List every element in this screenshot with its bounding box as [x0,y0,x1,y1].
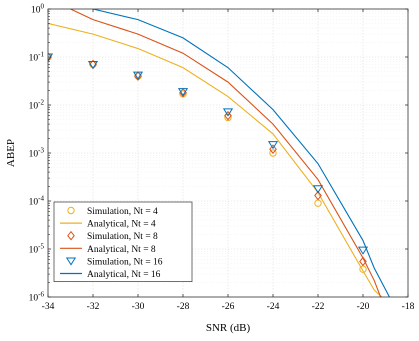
legend-entry: Analytical, Nt = 4 [60,220,156,230]
y-tick-exponent: -2 [38,99,44,107]
series-line [92,9,391,297]
y-tick-exponent: -6 [38,291,44,299]
legend-label: Analytical, Nt = 16 [87,270,161,280]
data-point [48,52,52,62]
y-tick-exponent: -3 [38,147,44,155]
y-tick-exponent: -1 [38,51,44,59]
data-point [48,53,54,62]
series-line [70,9,382,297]
series-line [92,9,391,297]
y-tick-label: 10-1 [29,51,45,64]
series-layer [48,9,391,297]
y-tick-label: 10-2 [29,99,45,112]
legend-box [53,201,193,282]
x-tick-label: -22 [312,302,325,312]
y-tick-label: 100 [31,3,45,16]
y-tick-label: 10-3 [29,147,45,160]
legend-entry: Analytical, Nt = 16 [60,270,161,280]
y-tick-base: 10 [29,54,39,64]
data-point [269,144,277,154]
data-point [269,149,277,157]
legend-label: Simulation, Nt = 16 [87,257,163,267]
x-tick-label: -18 [402,302,415,312]
x-tick-label: -26 [222,302,235,312]
legend-entry: Simulation, Nt = 8 [67,230,158,242]
x-tick-label: -20 [357,302,370,312]
legend: Simulation, Nt = 4 Analytical, Nt = 4 Simu… [53,201,193,282]
data-point [132,71,144,80]
data-point [312,185,324,194]
x-tick-label: -28 [177,302,190,312]
y-tick-label: 10-5 [29,243,45,256]
data-point [267,141,279,150]
x-axis-label: SNR (dB) [206,322,251,334]
y-tick-exponent: -4 [38,195,44,203]
series-markers [48,53,369,255]
y-axis-label: ABEP [5,139,17,167]
legend-label: Simulation, Nt = 4 [87,207,158,217]
legend-entry: Simulation, Nt = 16 [65,257,163,267]
y-tick-exponent: -5 [38,243,44,251]
data-point [224,113,232,122]
legend-marker-swatch [67,230,75,241]
y-tick-base: 10 [29,150,39,160]
data-point [224,110,232,121]
y-tick-base: 10 [29,198,39,208]
legend-marker-swatch [65,257,77,266]
y-tick-base: 10 [29,294,39,304]
legend-label: Simulation, Nt = 8 [87,232,158,242]
series-line [48,22,383,297]
data-point [177,88,189,97]
data-point [87,60,99,70]
series-line [70,9,382,297]
legend-label: Analytical, Nt = 8 [87,245,156,255]
y-tick-base: 10 [31,6,41,16]
series-line [48,22,383,297]
y-tick-exponent: 0 [41,3,45,11]
data-point [222,108,234,117]
y-tick-label: 10-6 [29,291,45,304]
y-tick-base: 10 [29,246,39,256]
x-tick-label: -24 [267,302,280,312]
y-tick-label: 10-4 [29,195,45,208]
legend-label: Analytical, Nt = 4 [87,220,156,230]
y-tick-base: 10 [29,102,39,112]
x-tick-label: -34 [42,302,55,312]
legend-marker-swatch [67,206,75,215]
x-tick-labels: -34 -32 -30 -28 -26 -24 -22 -20 -18 [42,302,415,312]
legend-entry: Simulation, Nt = 4 [67,206,158,217]
data-point [314,190,322,201]
x-tick-label: -30 [132,302,145,312]
legend-entry: Analytical, Nt = 8 [60,245,156,255]
axis-ticks [47,8,409,298]
data-point [357,246,369,255]
data-point [359,256,367,267]
x-tick-label: -32 [87,302,100,312]
